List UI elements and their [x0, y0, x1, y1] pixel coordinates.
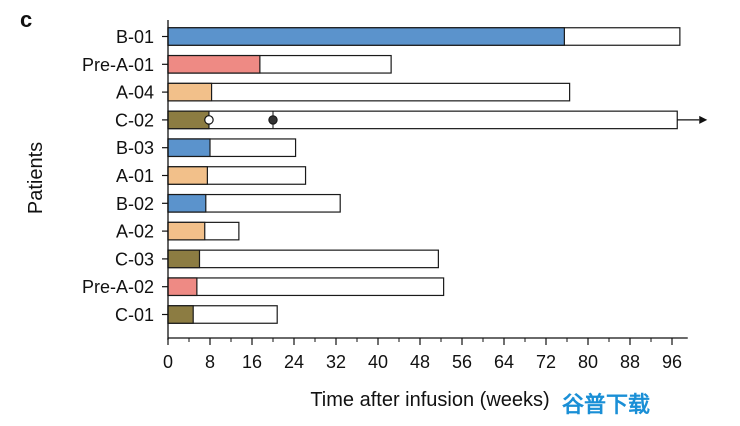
x-tick-label-80: 80 [578, 352, 598, 372]
bar-colored-a-04 [167, 82, 213, 102]
bar-colored-a-02 [167, 221, 206, 241]
ongoing-arrow-head-c-02 [699, 115, 708, 124]
y-axis-title: Patients [25, 142, 47, 214]
bar-colored-b-01 [167, 27, 565, 46]
bar-total-a-04 [167, 82, 571, 102]
bar-colored-a-01 [167, 166, 208, 185]
x-tick-label-64: 64 [494, 352, 514, 372]
x-tick-label-48: 48 [410, 352, 430, 372]
bar-colored-c-03 [167, 249, 201, 269]
x-tick-label-8: 8 [205, 352, 215, 372]
x-tick-label-24: 24 [284, 352, 304, 372]
bar-total-c-03 [167, 249, 439, 269]
y-tick-labels: B-01 Pre-A-01 A-04 C-02 B-03 A-01 B-02 A-02 C-03… [82, 27, 168, 325]
filled-marker-c-02 [268, 115, 278, 125]
y-tick-label-c-02: C-02 [115, 110, 154, 130]
bar-colored-c-01 [167, 305, 194, 324]
bar-total-pre-a-02 [167, 277, 445, 297]
y-tick-label-a-04: A-04 [116, 83, 154, 103]
bar-colored-c-02 [167, 110, 210, 130]
bar-total-c-02 [167, 110, 678, 130]
y-tick-label-c-03: C-03 [115, 249, 154, 269]
bar-colored-pre-a-01 [167, 54, 261, 74]
open-marker-c-02 [204, 115, 214, 125]
y-tick-label-a-02: A-02 [116, 222, 154, 242]
x-tick-label-88: 88 [620, 352, 640, 372]
panel-label: c [20, 7, 32, 32]
x-tick-label-0: 0 [163, 352, 173, 372]
x-tick-label-16: 16 [242, 352, 262, 372]
bar-colored-pre-a-02 [167, 277, 198, 297]
x-axis-title: Time after infusion (weeks) [310, 389, 549, 411]
x-axis: 0 8 16 24 32 40 48 56 64 72 80 88 96 [163, 337, 688, 372]
bars-group [167, 27, 708, 324]
bar-colored-b-03 [167, 138, 211, 158]
x-tick-label-40: 40 [368, 352, 388, 372]
y-tick-label-b-01: B-01 [116, 27, 154, 47]
x-tick-label-72: 72 [536, 352, 556, 372]
x-tick-label-32: 32 [326, 352, 346, 372]
y-tick-label-b-02: B-02 [116, 194, 154, 214]
y-tick-label-pre-a-02: Pre-A-02 [82, 277, 154, 297]
bar-colored-b-02 [167, 193, 207, 213]
y-tick-label-b-03: B-03 [116, 138, 154, 158]
watermark: 谷普下载 [562, 392, 650, 418]
y-tick-label-pre-a-01: Pre-A-01 [82, 55, 154, 75]
x-tick-label-96: 96 [662, 352, 682, 372]
x-tick-label-56: 56 [452, 352, 472, 372]
y-tick-label-c-01: C-01 [115, 305, 154, 325]
y-tick-label-a-01: A-01 [116, 166, 154, 186]
